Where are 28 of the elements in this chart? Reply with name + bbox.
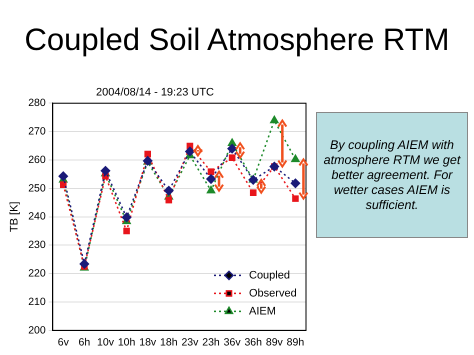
x-tick-label: 10h bbox=[118, 336, 136, 349]
text: By coupling AIEM with atmosphere RTM we get better agreement. For wetter cases AIEM is sufficient. bbox=[316, 112, 468, 238]
y-tick-label: 220 bbox=[28, 267, 46, 280]
x-tick-label: 36v bbox=[224, 336, 242, 349]
x-tick-label: 89h bbox=[286, 336, 304, 349]
y-tick-label: 270 bbox=[28, 125, 46, 138]
y-axis-title: TB [K] bbox=[8, 202, 21, 232]
x-tick-label: 6v bbox=[58, 336, 70, 349]
x-tick-label: 18v bbox=[139, 336, 157, 349]
x-tick-label: 36h bbox=[244, 336, 262, 349]
x-tick-label: 10v bbox=[97, 336, 115, 349]
chart-title: Coupled Soil Atmosphere RTM bbox=[23, 22, 451, 58]
legend-label: Observed bbox=[249, 287, 297, 300]
y-tick-label: 230 bbox=[28, 239, 46, 252]
legend-label: Coupled bbox=[249, 269, 290, 282]
y-tick-label: 210 bbox=[28, 296, 46, 308]
chart-subtitle: 2004/08/14 - 19:23 UTC bbox=[96, 86, 214, 99]
x-tick-label: 6h bbox=[78, 336, 90, 349]
x-tick-label: 89v bbox=[266, 336, 284, 349]
y-tick-label: 280 bbox=[28, 97, 46, 110]
y-tick-label: 240 bbox=[28, 210, 46, 223]
legend-label: AIEM bbox=[249, 305, 276, 318]
x-tick-label: 23h bbox=[202, 336, 220, 349]
x-tick-label: 23v bbox=[181, 336, 200, 349]
y-tick-label: 200 bbox=[28, 324, 46, 336]
y-tick-label: 260 bbox=[28, 154, 46, 166]
y-tick-label: 250 bbox=[28, 182, 46, 194]
x-tick-label: 18h bbox=[160, 336, 178, 349]
